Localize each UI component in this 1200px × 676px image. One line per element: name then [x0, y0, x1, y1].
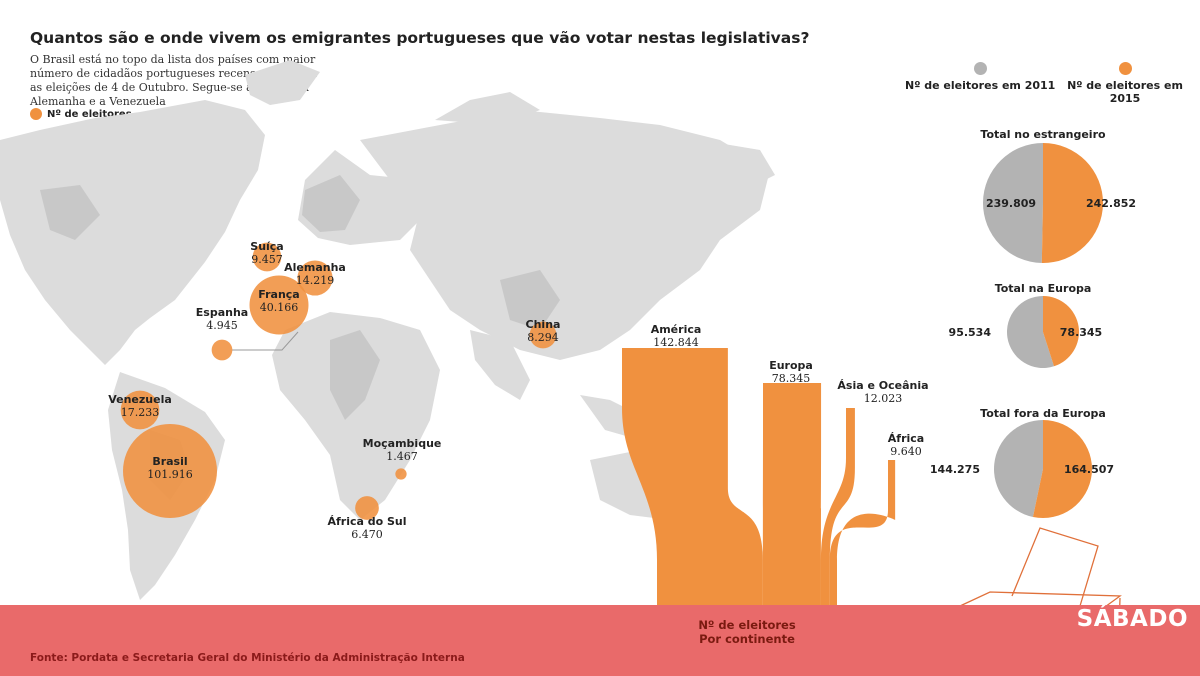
bubble-label-espanha: Espanha: [196, 306, 248, 319]
stream-band-america: [622, 348, 763, 676]
map-land-2: [245, 60, 320, 105]
map-legend: Nº de eleitores: [30, 108, 132, 120]
pie-title-total-fora-da-europa: Total fora da Europa: [980, 407, 1106, 420]
source-note: Fonte: Pordata e Secretaria Geral do Min…: [30, 652, 465, 664]
stream-value-america: 142.844: [653, 336, 699, 349]
bubble-value-venezuela: 17.233: [121, 406, 160, 419]
bubble-label-mocambique: Moçambique: [363, 437, 442, 450]
stream-value-africa: 9.640: [890, 445, 922, 458]
stream-label-asia-e-oceania: Ásia e Oceânia: [837, 379, 928, 392]
ballot-paper: [1011, 527, 1099, 607]
bubble-label-alemanha: Alemanha: [284, 261, 346, 274]
stream-label-line1: Nº de eleitores: [698, 618, 796, 632]
pie-title-total-no-estrangeiro: Total no estrangeiro: [980, 128, 1106, 141]
brand-logo: SÁBADO: [1076, 606, 1188, 632]
bubble-value-suica: 9.457: [251, 253, 283, 266]
map-legend-label: Nº de eleitores: [47, 108, 132, 120]
map-land-10: [700, 140, 775, 190]
legend-2015: Nº de eleitores em 2015: [1050, 62, 1200, 105]
map-land-0: [0, 100, 265, 365]
legend-2015-label: Nº de eleitores em 2015: [1067, 79, 1183, 105]
map-land-4: [272, 312, 440, 520]
legend-2011: Nº de eleitores em 2011: [905, 62, 1055, 92]
bubble-value-espanha: 4.945: [206, 319, 238, 332]
pie-slice-2015-total-fora-da-europa: [1032, 420, 1092, 518]
footer-bar: [0, 605, 1200, 676]
legend-2015-swatch: [1118, 62, 1132, 75]
bubble-venezuela: [120, 390, 160, 430]
bubble-alemanha: [297, 260, 333, 296]
pie-slice-2011-total-no-estrangeiro: [983, 143, 1043, 263]
bubble-espanha: [211, 339, 233, 361]
map-region-2: [500, 270, 560, 330]
bubble-label-china: China: [526, 318, 561, 331]
chart-title: Quantos são e onde vivem os emigrantes p…: [30, 29, 810, 47]
stream-band-europa: [762, 383, 822, 676]
bubble-label-brasil: Brasil: [152, 455, 187, 468]
bubble-value-mocambique: 1.467: [386, 450, 418, 463]
bubble-suica: [252, 242, 282, 272]
map-land-7: [470, 330, 530, 400]
bubble-value-brasil: 101.916: [147, 468, 193, 481]
legend-2011-label: Nº de eleitores em 2011: [905, 79, 1056, 92]
bubble-africa-do-sul: [355, 496, 379, 520]
stream-label-america: América: [651, 323, 702, 336]
map-region-3: [40, 185, 100, 240]
pie-slice-2015-total-no-estrangeiro: [1041, 142, 1104, 263]
bubble-value-china: 8.294: [527, 331, 559, 344]
map-legend-swatch: [30, 108, 42, 120]
stream-label-africa: África: [888, 432, 924, 445]
espanha-leader-line: [232, 331, 299, 351]
bubble-label-franca: França: [258, 288, 299, 301]
bubble-label-venezuela: Venezuela: [108, 393, 172, 406]
map-land-5: [360, 110, 770, 360]
map-region-0: [302, 175, 360, 232]
map-land-6: [435, 92, 540, 125]
legend-2011-swatch: [973, 62, 987, 75]
pie-slice-2011-total-fora-da-europa: [993, 420, 1043, 517]
pie-title-total-na-europa: Total na Europa: [995, 282, 1092, 295]
stream-label-europa: Europa: [769, 359, 813, 372]
pie-value-2011-total-na-europa: 95.534: [949, 326, 992, 339]
map-region-1: [330, 330, 380, 420]
stream-axis-label: Nº de eleitores Por continente: [662, 618, 832, 646]
pie-value-2015-total-no-estrangeiro: 242.852: [1086, 197, 1136, 210]
bubble-china: [529, 321, 557, 349]
pie-slice-2011-total-na-europa: [1006, 296, 1055, 368]
pie-value-2011-total-fora-da-europa: 144.275: [930, 463, 980, 476]
bubble-franca: [249, 275, 309, 335]
bubble-label-suica: Suíça: [250, 240, 283, 253]
stream-value-europa: 78.345: [772, 372, 811, 385]
chart-subtitle: O Brasil está no topo da lista dos paíse…: [30, 53, 317, 108]
bubble-brasil: [123, 424, 217, 518]
bubble-label-africa-do-sul: África do Sul: [327, 515, 406, 528]
bubble-value-africa-do-sul: 6.470: [351, 528, 383, 541]
pie-value-2015-total-fora-da-europa: 164.507: [1064, 463, 1114, 476]
bubble-value-franca: 40.166: [260, 301, 299, 314]
pie-value-2011-total-no-estrangeiro: 239.809: [986, 197, 1036, 210]
pie-slice-2015-total-na-europa: [1043, 296, 1079, 367]
pie-charts: Total no estrangeiro 239.809 242.852 Total …: [930, 128, 1136, 518]
bubble-mocambique: [395, 468, 407, 480]
stream-value-asia-e-oceania: 12.023: [864, 392, 903, 405]
pie-value-2015-total-na-europa: 78.345: [1060, 326, 1102, 339]
bubble-value-alemanha: 14.219: [296, 274, 335, 287]
stream-label-line2: Por continente: [699, 632, 795, 646]
